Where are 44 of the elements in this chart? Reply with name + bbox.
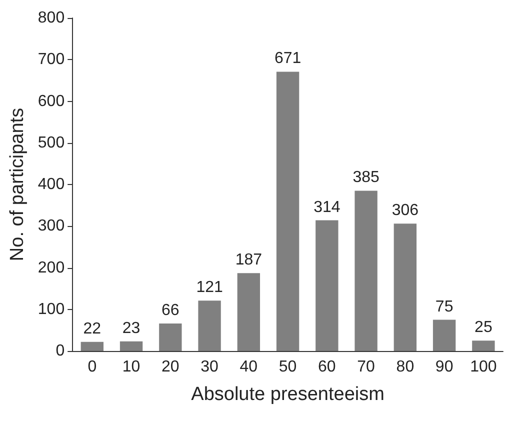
y-tick-label: 400	[38, 176, 65, 193]
bar	[394, 224, 417, 351]
x-axis-title: Absolute presenteeism	[191, 384, 384, 405]
data-label: 22	[83, 320, 102, 338]
bar	[316, 220, 338, 351]
x-tick-label: 40	[240, 358, 258, 376]
data-label: 121	[196, 279, 223, 296]
bar	[80, 342, 104, 351]
x-tick-label: 20	[162, 358, 180, 376]
bar	[432, 320, 456, 351]
x-tick-label: 100	[470, 358, 497, 376]
data-label: 66	[162, 302, 180, 320]
x-tick-label: 30	[200, 358, 219, 376]
x-tick-label: 0	[88, 358, 97, 376]
x-tick-label: 50	[278, 358, 297, 376]
data-label: 671	[274, 50, 302, 68]
y-tick-label: 600	[38, 92, 65, 110]
bar	[120, 341, 143, 351]
y-tick-label: 700	[38, 51, 65, 68]
data-label: 306	[392, 202, 419, 220]
bar	[472, 340, 495, 351]
bar	[159, 324, 182, 351]
data-label: 23	[122, 320, 140, 337]
x-tick-label: 90	[435, 358, 454, 376]
y-tick-label: 300	[38, 218, 65, 235]
y-tick-label: 800	[38, 10, 65, 26]
x-tick-label: 80	[396, 358, 414, 376]
bar	[354, 190, 378, 351]
data-label: 25	[474, 319, 492, 336]
data-label: 385	[352, 169, 380, 186]
y-tick-label: 200	[38, 259, 65, 276]
bar	[198, 300, 221, 351]
y-tick-label: 500	[38, 134, 65, 152]
data-label: 187	[235, 252, 262, 269]
x-tick-label: 60	[318, 358, 336, 376]
x-tick-label: 10	[122, 358, 140, 376]
data-label: 314	[314, 198, 340, 216]
bar	[276, 72, 300, 351]
y-tick-label: 0	[56, 342, 65, 360]
y-axis-title: No. of participants	[7, 108, 28, 262]
bar	[237, 273, 260, 351]
x-tick-label: 70	[357, 358, 376, 376]
y-tick-label: 100	[38, 300, 65, 318]
data-label: 75	[435, 298, 454, 316]
